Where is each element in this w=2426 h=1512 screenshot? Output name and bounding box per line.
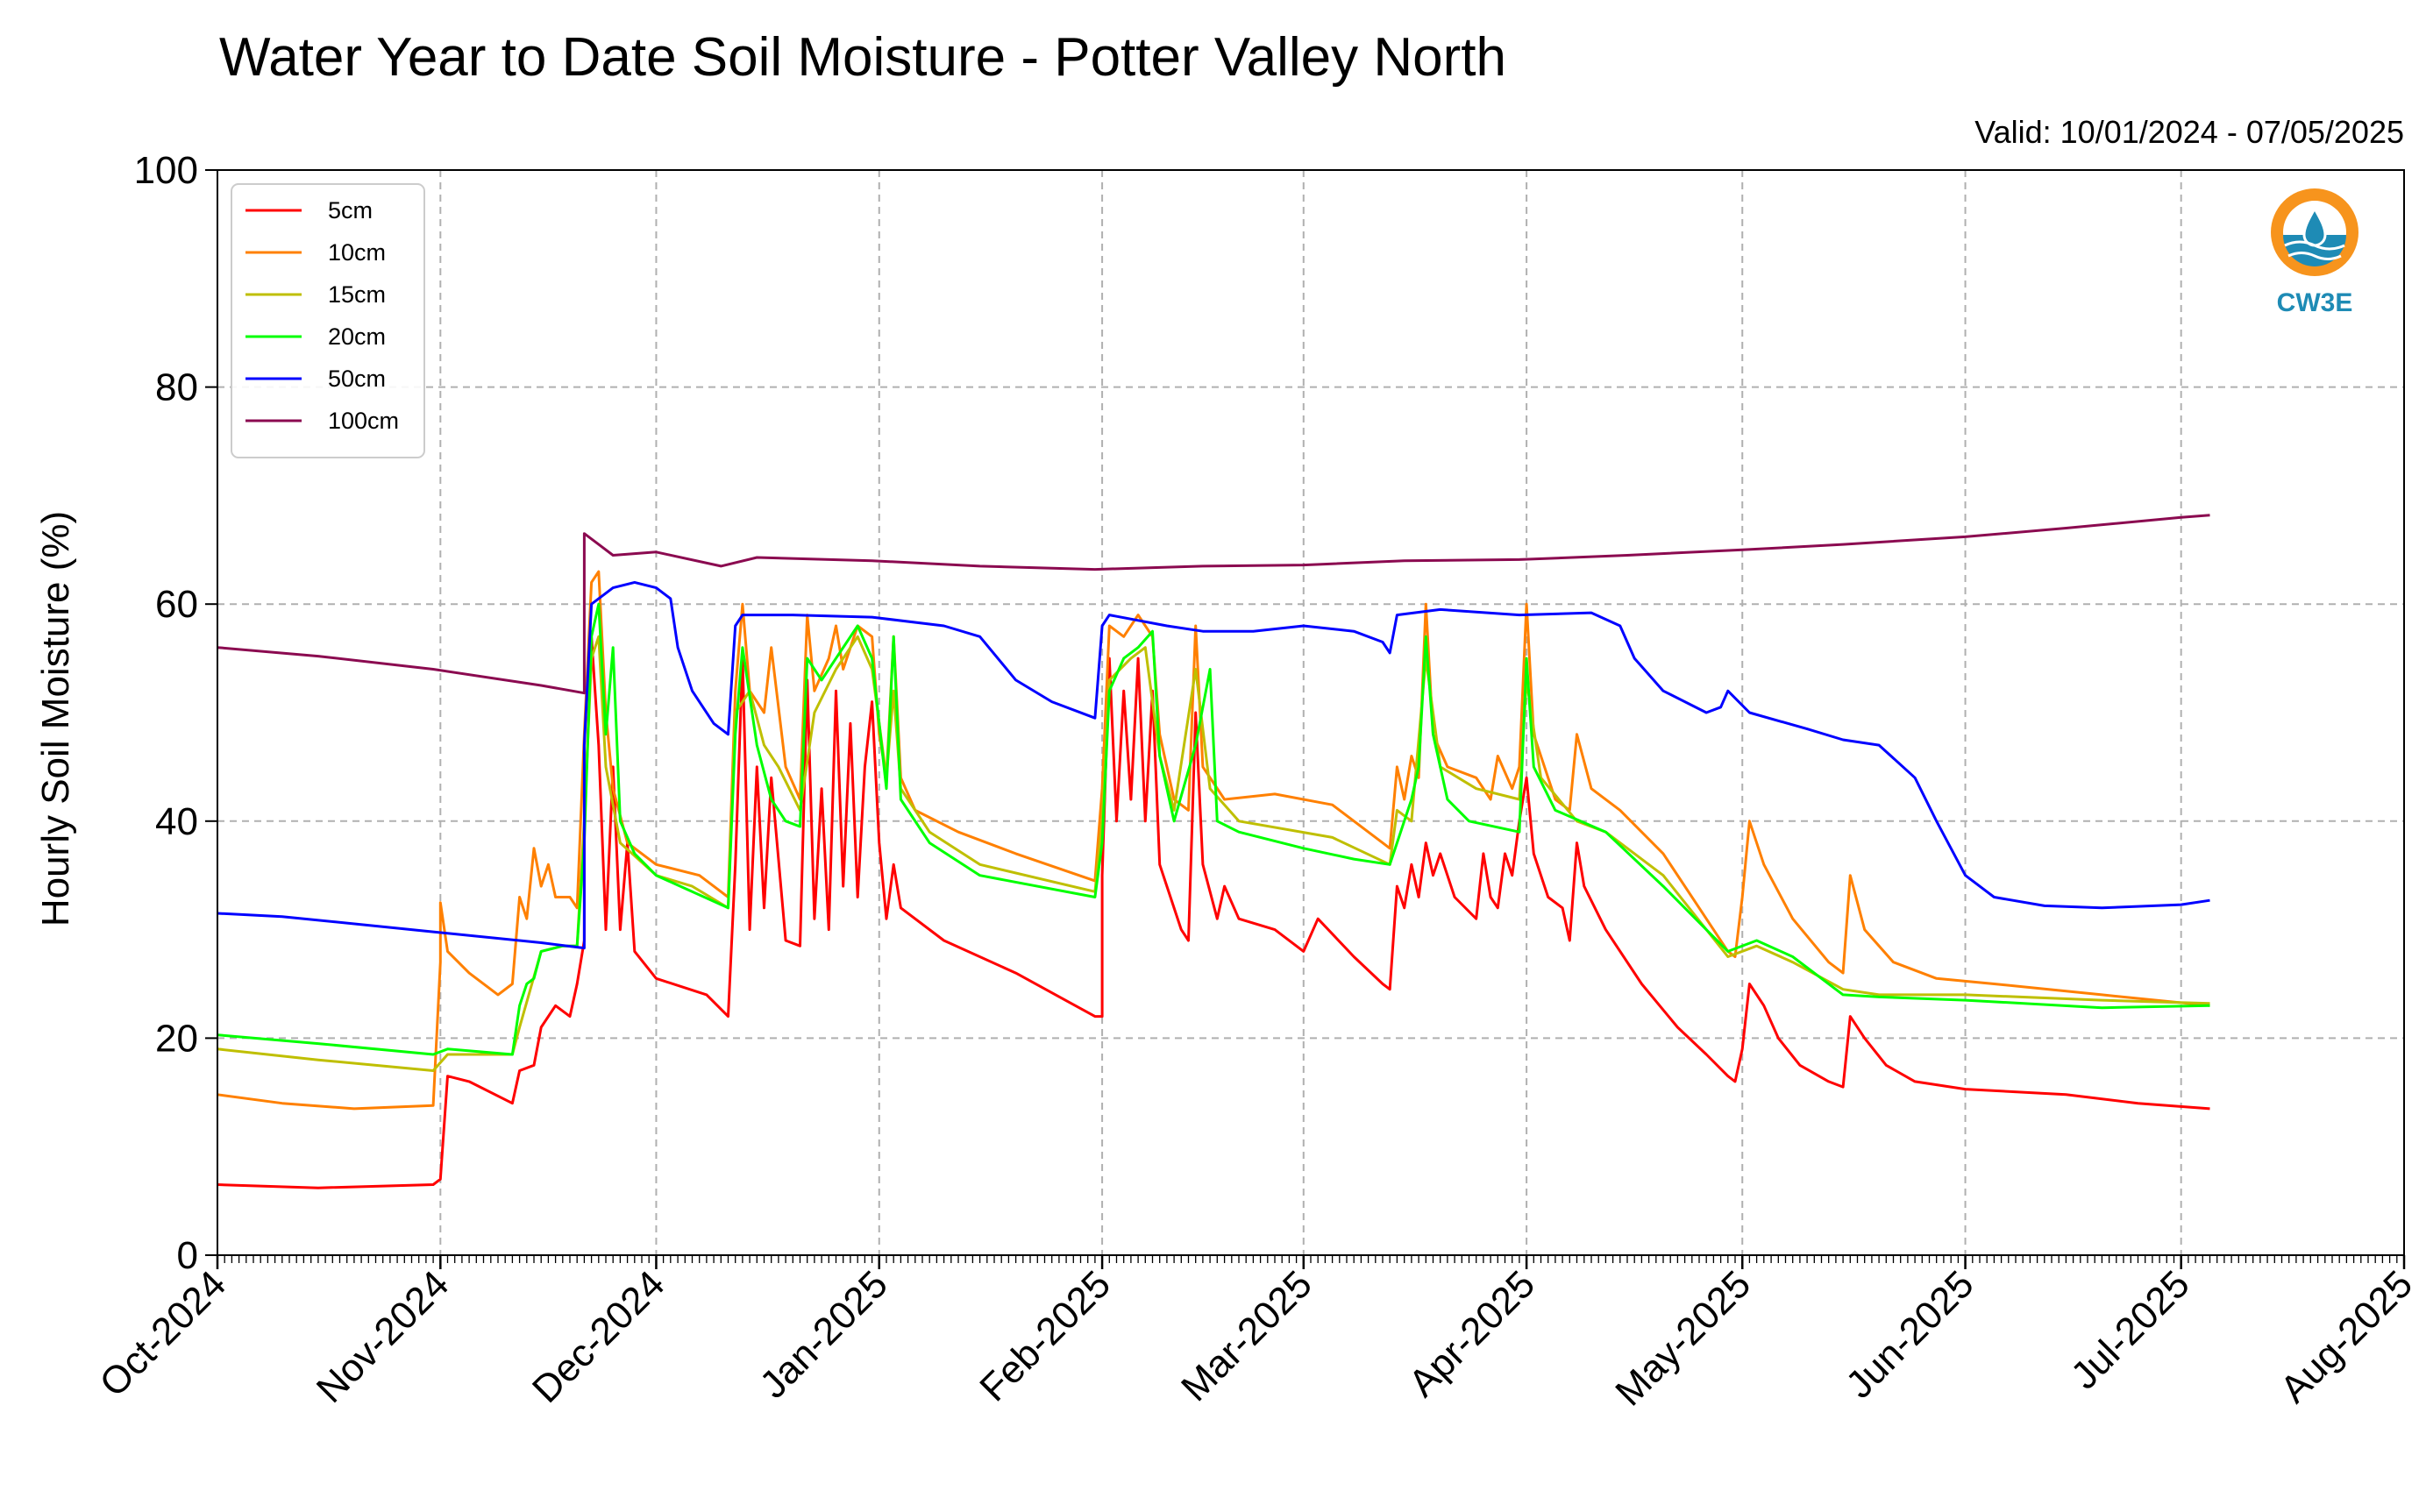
legend-label-50cm: 50cm bbox=[328, 366, 386, 392]
series-line-10cm bbox=[217, 570, 2210, 1111]
y-axis-label: Hourly Soil Moisture (%) bbox=[34, 511, 77, 926]
series-line-100cm bbox=[217, 514, 2210, 695]
chart-title: Water Year to Date Soil Moisture - Potte… bbox=[219, 27, 1506, 88]
x-tick-label: Feb-2025 bbox=[971, 1262, 1119, 1409]
x-tick-label: Dec-2024 bbox=[524, 1262, 673, 1411]
legend: 5cm 10cm 15cm 20cm 50cm 100cm bbox=[231, 183, 425, 458]
cw3e-logo-text: CW3E bbox=[2277, 288, 2353, 317]
series-line-5cm bbox=[217, 635, 2210, 1189]
x-tick-label: Jul-2025 bbox=[2063, 1262, 2198, 1397]
x-minor-ticks bbox=[224, 1255, 2398, 1263]
y-tick-label: 80 bbox=[155, 366, 198, 409]
axes: 0 20 40 60 80 100 Oct-2024 Nov-2024 Dec-2024 Jan-… bbox=[91, 149, 2421, 1414]
series-line-50cm bbox=[217, 580, 2210, 950]
series-line-20cm bbox=[217, 602, 2210, 1056]
valid-range-label: Valid: 10/01/2024 - 07/05/2025 bbox=[1974, 114, 2404, 150]
series-lines bbox=[217, 514, 2210, 1189]
legend-label-15cm: 15cm bbox=[328, 281, 386, 308]
x-tick-label: Mar-2025 bbox=[1173, 1262, 1320, 1409]
legend-label-100cm: 100cm bbox=[328, 408, 399, 434]
legend-label-10cm: 10cm bbox=[328, 239, 386, 266]
x-tick-label: Jan-2025 bbox=[751, 1262, 895, 1406]
cw3e-logo: CW3E bbox=[2271, 188, 2358, 317]
y-tick-label: 20 bbox=[155, 1017, 198, 1060]
legend-label-5cm: 5cm bbox=[328, 197, 373, 224]
legend-label-20cm: 20cm bbox=[328, 323, 386, 350]
y-tick-label: 0 bbox=[177, 1234, 198, 1277]
x-tick-label: Oct-2024 bbox=[91, 1262, 234, 1405]
y-tick-label: 40 bbox=[155, 800, 198, 843]
x-tick-label: Apr-2025 bbox=[1401, 1262, 1544, 1405]
y-tick-label: 60 bbox=[155, 583, 198, 626]
grid bbox=[217, 170, 2404, 1255]
x-tick-label: Aug-2025 bbox=[2272, 1262, 2421, 1411]
y-tick-label: 100 bbox=[134, 149, 198, 192]
x-tick-label: Jun-2025 bbox=[1838, 1262, 1981, 1406]
x-tick-label: Nov-2024 bbox=[309, 1262, 458, 1411]
series-line-15cm bbox=[217, 635, 2210, 1072]
plot-frame bbox=[217, 169, 2405, 1256]
cw3e-logo-icon bbox=[2271, 188, 2358, 276]
x-tick-label: May-2025 bbox=[1607, 1262, 1759, 1414]
